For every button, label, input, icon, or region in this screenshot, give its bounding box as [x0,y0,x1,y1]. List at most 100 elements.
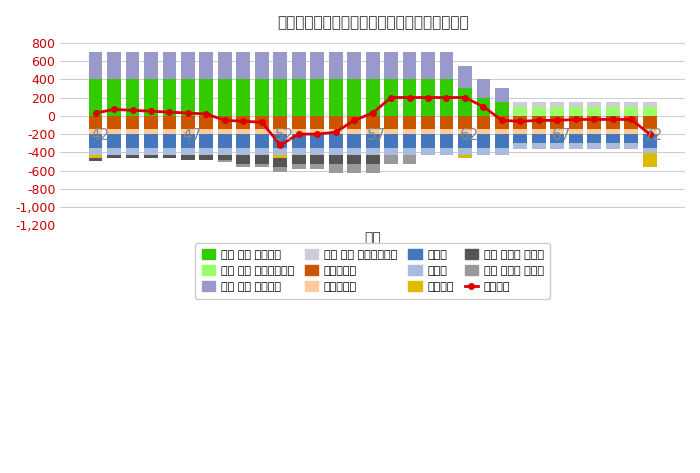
Bar [144,155,158,158]
年間収支 [480,104,488,109]
Bar [384,116,398,130]
Bar [237,134,251,148]
年間収支 [627,117,636,123]
年間収支 [424,95,432,100]
Bar [624,130,638,134]
Bar [569,130,582,134]
Bar [347,148,361,155]
Bar [199,155,213,160]
Bar [181,134,195,148]
年間収支 [572,117,580,123]
Bar [550,143,564,149]
Bar [550,102,564,106]
Bar [477,134,491,148]
Bar [125,155,139,158]
Bar [347,130,361,134]
Bar [273,52,287,79]
Bar [107,52,121,79]
年間収支 [295,131,303,137]
Bar [292,130,306,134]
Bar [237,79,251,116]
Bar [458,134,472,148]
年間収支 [147,108,155,114]
Bar [144,134,158,148]
Bar [458,116,472,130]
Bar [162,79,176,116]
Bar [329,155,342,164]
Bar [606,134,620,143]
年間収支 [350,117,358,123]
Bar [329,79,342,116]
年間収支 [516,118,524,124]
Bar [421,130,435,134]
Bar [237,52,251,79]
Bar [402,79,416,116]
Bar [218,116,232,130]
Bar [643,153,657,167]
Bar [107,155,121,158]
Bar [273,148,287,155]
Bar [237,116,251,130]
Bar [384,130,398,134]
年間収支 [498,117,506,123]
Bar [477,130,491,134]
Bar [273,130,287,134]
Bar [144,52,158,79]
年間収支 [332,130,340,135]
Bar [514,134,527,143]
Bar [365,130,379,134]
Bar [144,130,158,134]
Bar [107,130,121,134]
Bar [532,106,546,116]
Bar [125,148,139,155]
Bar [606,143,620,149]
Bar [310,52,324,79]
Bar [199,52,213,79]
Bar [384,52,398,79]
Text: 52: 52 [274,128,294,143]
Bar [107,116,121,130]
Bar [310,134,324,148]
Bar [365,155,379,164]
Bar [532,130,546,134]
年間収支 [442,95,451,100]
Bar [199,134,213,148]
Bar [421,134,435,148]
Bar [532,102,546,106]
Bar [89,158,102,160]
Bar [237,155,251,164]
Bar [624,143,638,149]
Bar [624,134,638,143]
Bar [237,164,251,167]
Bar [181,148,195,155]
Bar [89,148,102,155]
Bar [125,134,139,148]
Bar [421,79,435,116]
Bar [384,148,398,155]
Bar [606,130,620,134]
Bar [550,130,564,134]
Bar [292,79,306,116]
Bar [440,134,454,148]
Bar [162,134,176,148]
Bar [273,134,287,148]
Bar [310,116,324,130]
Bar [255,116,269,130]
年間収支 [239,118,248,124]
Bar [587,143,601,149]
年間収支 [590,117,598,123]
Bar [292,148,306,155]
Bar [107,148,121,155]
Bar [606,102,620,106]
Bar [162,155,176,158]
Bar [532,116,546,130]
Bar [402,134,416,148]
Bar [199,79,213,116]
Bar [477,116,491,130]
Bar [181,130,195,134]
Bar [643,116,657,130]
Bar [329,130,342,134]
Bar [273,79,287,116]
Bar [458,155,472,158]
Bar [440,116,454,130]
